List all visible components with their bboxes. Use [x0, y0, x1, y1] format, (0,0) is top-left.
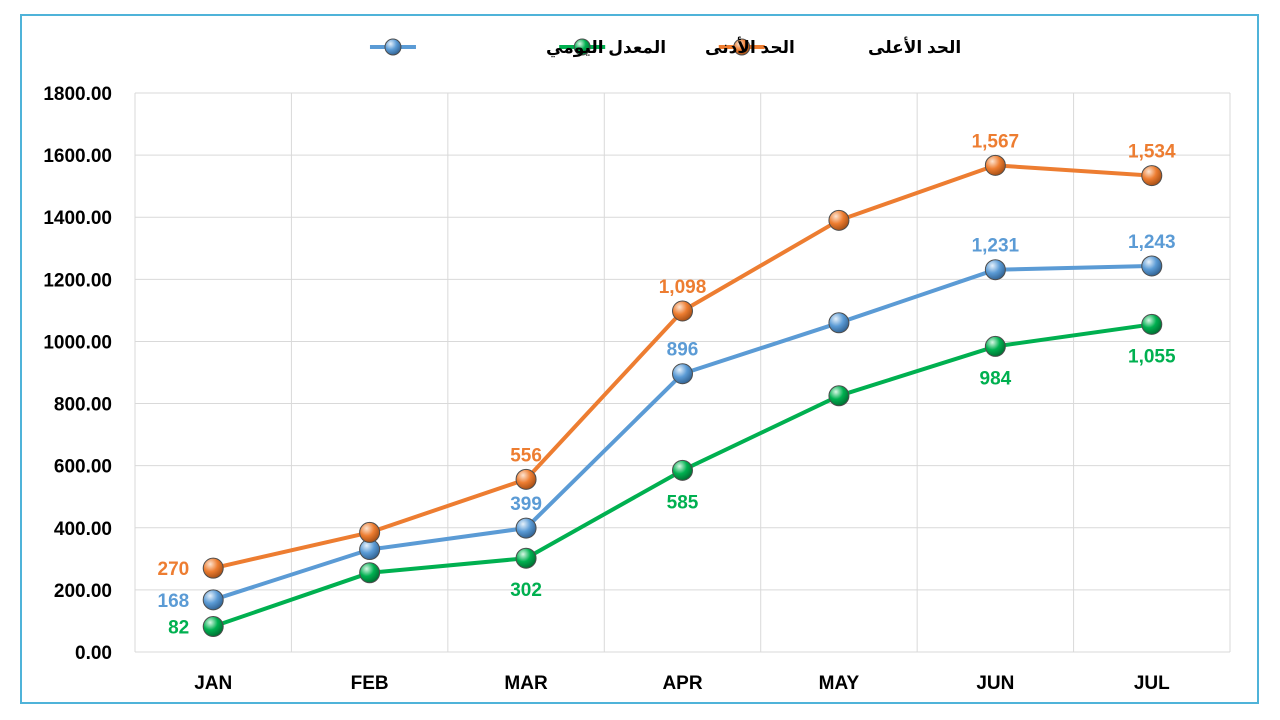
- data-label: 82: [168, 618, 189, 639]
- x-tick-label: JUN: [976, 673, 1014, 694]
- x-tick-label: APR: [662, 673, 702, 694]
- data-label: 1,534: [1128, 142, 1176, 163]
- data-label: 585: [667, 492, 699, 513]
- y-tick-label: 800.00: [54, 395, 112, 416]
- x-tick-label: MAY: [819, 673, 860, 694]
- data-point: [359, 521, 381, 543]
- y-tick-label: 1200.00: [43, 270, 112, 291]
- data-point: [1141, 165, 1163, 187]
- data-point: [202, 616, 224, 638]
- data-label: 270: [158, 559, 190, 580]
- data-labels: 168 399 896 1,231 1,243 82 302 585 984 1,055 270 55…: [158, 131, 1176, 638]
- data-point: [672, 300, 693, 322]
- data-point: [984, 154, 1006, 176]
- data-point: [1141, 255, 1163, 277]
- data-label: 399: [510, 494, 542, 515]
- x-tick-label: JUL: [1134, 673, 1170, 694]
- data-point: [515, 468, 537, 490]
- data-label: 1,243: [1128, 232, 1176, 253]
- y-tick-label: 400.00: [54, 519, 112, 540]
- data-label: 984: [980, 368, 1012, 389]
- legend-marker: [573, 38, 591, 56]
- y-tick-label: 1800.00: [43, 84, 112, 105]
- data-point: [202, 557, 224, 579]
- data-point: [828, 312, 850, 334]
- x-axis: JAN FEB MAR APR MAY JUN JUL: [194, 673, 1170, 694]
- data-point: [515, 517, 537, 539]
- y-tick-label: 600.00: [54, 457, 112, 478]
- data-label: 556: [510, 445, 542, 466]
- x-tick-label: JAN: [194, 673, 232, 694]
- data-label: 1,231: [972, 236, 1020, 257]
- data-point: [515, 547, 537, 569]
- data-point: [202, 589, 224, 611]
- y-tick-label: 1600.00: [43, 146, 112, 167]
- data-label: 302: [510, 580, 542, 601]
- legend: الحد الأعلى الحد الأدنى المعدل اليومي: [369, 37, 961, 58]
- y-axis: 0.00 200.00 400.00 600.00 800.00 1000.00 1200.…: [43, 84, 112, 664]
- data-point: [672, 459, 693, 481]
- data-label: 168: [158, 591, 190, 612]
- data-point: [672, 363, 693, 385]
- y-tick-label: 0.00: [75, 643, 112, 664]
- y-tick-label: 1000.00: [43, 332, 112, 353]
- y-tick-label: 200.00: [54, 581, 112, 602]
- legend-marker: [733, 38, 751, 56]
- data-point: [828, 209, 850, 231]
- data-label: 1,055: [1128, 346, 1176, 367]
- data-point: [1141, 313, 1163, 335]
- gridlines: [134, 92, 1231, 653]
- x-tick-label: MAR: [504, 673, 548, 694]
- series-lines: [202, 154, 1163, 638]
- data-label: 896: [667, 340, 699, 361]
- legend-label: الحد الأعلى: [868, 37, 961, 57]
- y-tick-label: 1400.00: [43, 208, 112, 229]
- legend-label: الحد الأدنى: [705, 37, 795, 57]
- data-point: [984, 259, 1006, 281]
- data-point: [984, 335, 1006, 357]
- data-label: 1,098: [659, 277, 707, 298]
- legend-marker: [384, 38, 402, 56]
- x-tick-label: FEB: [351, 673, 389, 694]
- data-point: [359, 562, 381, 584]
- legend-label: المعدل اليومي: [546, 38, 666, 58]
- data-point: [828, 385, 850, 407]
- data-label: 1,567: [972, 131, 1020, 152]
